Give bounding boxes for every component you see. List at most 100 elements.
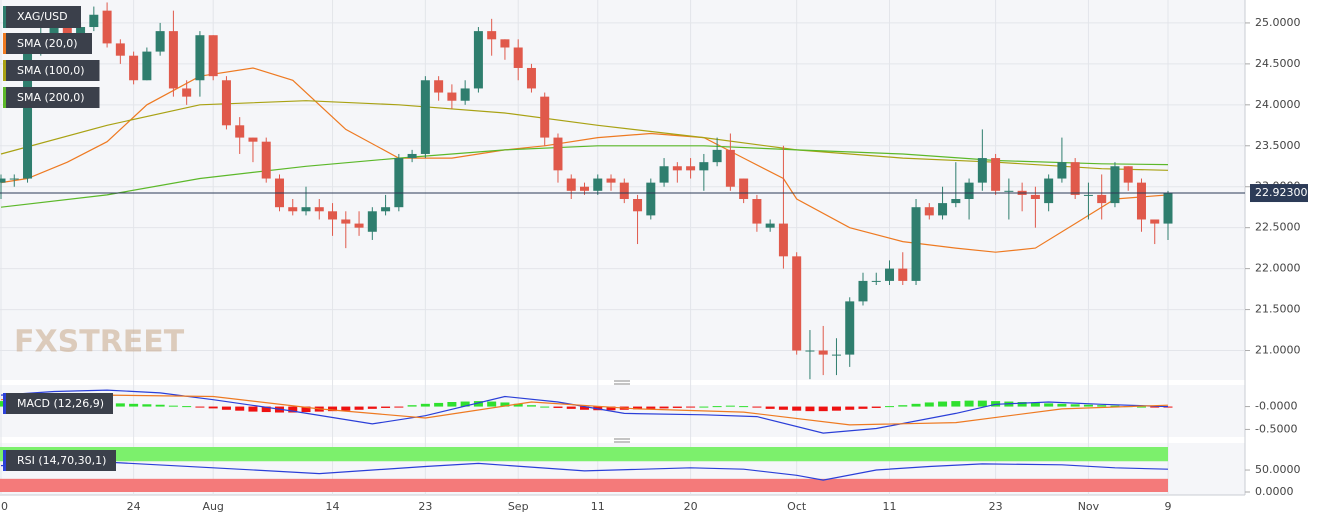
candle-body xyxy=(115,43,125,56)
histogram-bar xyxy=(367,406,377,409)
candle-body xyxy=(1163,193,1173,224)
marks xyxy=(0,2,1245,481)
y-tick-label: 0.0000 xyxy=(1255,485,1294,498)
x-tick-label: Oct xyxy=(787,500,807,513)
y-tick-label: 21.5000 xyxy=(1255,303,1301,316)
candle-body xyxy=(898,268,908,281)
last-price-box xyxy=(1250,184,1308,203)
candle-body xyxy=(619,182,629,200)
indicator-line xyxy=(0,461,1169,481)
histogram-bar xyxy=(1150,406,1160,408)
y-tick-label: -0.0000 xyxy=(1255,400,1297,413)
candle-body xyxy=(0,178,6,183)
candle-body xyxy=(76,27,86,36)
histogram-bar xyxy=(115,403,125,407)
histogram-bar xyxy=(142,404,152,407)
histogram-bar xyxy=(1136,406,1146,408)
indicator-line xyxy=(0,389,1169,434)
histogram-bar xyxy=(938,401,948,407)
candle-body xyxy=(301,207,311,212)
candle-body xyxy=(858,280,868,302)
candle-body xyxy=(911,207,921,281)
legend-label: SMA (200,0) xyxy=(17,91,85,104)
candle-body xyxy=(394,158,404,208)
candle-body xyxy=(672,166,682,171)
x-tick-label: 24 xyxy=(127,500,141,513)
candle-body xyxy=(142,51,152,81)
candle-body xyxy=(712,149,722,163)
candle-body xyxy=(871,280,881,282)
legend-box xyxy=(3,393,113,414)
x-tick-label: 23 xyxy=(418,500,432,513)
candle-body xyxy=(938,203,948,216)
candle-body xyxy=(208,35,218,77)
candle-body xyxy=(1110,166,1120,204)
candle-body xyxy=(526,67,536,89)
histogram-bar xyxy=(182,406,192,408)
histogram-bar xyxy=(765,406,775,409)
candle-body xyxy=(765,223,775,228)
candle-body xyxy=(381,207,391,212)
histogram-bar xyxy=(540,406,550,408)
histogram-bar xyxy=(739,406,749,408)
indicator-line xyxy=(0,394,1169,426)
histogram-bar xyxy=(553,406,563,408)
panel-handle[interactable] xyxy=(614,380,630,443)
candle-body xyxy=(261,141,271,179)
grid xyxy=(0,0,1245,495)
legend-box xyxy=(3,33,92,54)
candle-body xyxy=(1083,194,1093,196)
histogram-bar xyxy=(487,401,497,407)
x-tick-label: Nov xyxy=(1078,500,1100,513)
candle-body xyxy=(752,199,762,224)
candle-body xyxy=(195,35,205,81)
histogram-bar xyxy=(964,400,974,407)
candle-body xyxy=(1136,182,1146,220)
histogram-bar xyxy=(1044,403,1054,407)
histogram-bar xyxy=(898,405,908,407)
histogram-bar xyxy=(434,402,444,407)
legend-box xyxy=(3,87,100,108)
histogram-bar xyxy=(1163,406,1173,408)
histogram-bar xyxy=(168,405,178,407)
histogram-bar xyxy=(831,406,841,411)
candle-body xyxy=(235,125,245,138)
legend-label: XAG/USD xyxy=(17,10,68,23)
histogram-bar xyxy=(951,401,961,407)
histogram-bar xyxy=(235,406,245,411)
candle-body xyxy=(314,207,324,212)
candle-body xyxy=(593,178,603,191)
candle-body xyxy=(831,354,841,356)
histogram-bar xyxy=(712,406,722,408)
histogram-bar xyxy=(328,406,338,412)
legend-label: SMA (100,0) xyxy=(17,64,85,77)
histogram-bar xyxy=(672,406,682,408)
histogram-bar xyxy=(818,406,828,412)
candle-body xyxy=(288,207,298,212)
candle-body xyxy=(566,178,576,191)
histogram-bar xyxy=(526,405,536,407)
candle-body xyxy=(221,80,231,126)
legend-swatch xyxy=(3,450,6,471)
histogram-bar xyxy=(977,400,987,407)
histogram-bar xyxy=(1097,405,1107,407)
y-tick-label: 50.0000 xyxy=(1255,463,1301,476)
y-tick-label: 22.5000 xyxy=(1255,221,1301,234)
candle-body xyxy=(407,153,417,159)
legend-label: MACD (12,26,9) xyxy=(17,397,104,410)
histogram-bar xyxy=(566,406,576,409)
candle-body xyxy=(62,27,72,36)
histogram-bar xyxy=(288,406,298,413)
candle-body xyxy=(23,47,33,179)
histogram-bar xyxy=(460,401,470,407)
histogram-bar xyxy=(341,406,351,411)
candle-body xyxy=(367,211,377,232)
candle-body xyxy=(500,39,510,48)
histogram-bar xyxy=(699,406,709,408)
candle-body xyxy=(553,137,563,171)
histogram-bar xyxy=(301,406,311,413)
candle-body xyxy=(1070,162,1080,195)
x-tick-label: Aug xyxy=(202,500,223,513)
candle-body xyxy=(1044,178,1054,204)
histogram-bar xyxy=(420,403,430,407)
